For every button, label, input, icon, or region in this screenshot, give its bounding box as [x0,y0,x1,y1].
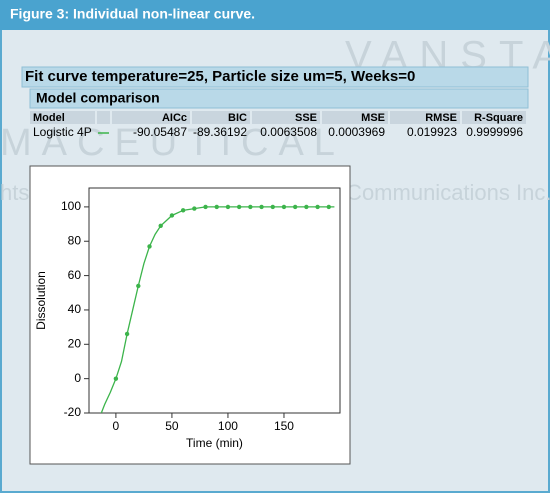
column-header: SSE [295,112,317,124]
column-header: AICc [162,112,187,124]
table: Model AICc BIC SSE MSE RMSE R-Square Logistic 4… [30,111,526,139]
x-axis-label: Time (min) [186,436,243,450]
y-tick-label: 100 [61,199,81,213]
figure-title: Figure 3: Individual non-linear curve. [10,6,255,22]
y-tick-label: -20 [64,405,82,419]
plot-marks [100,204,335,413]
x-tick-label: 50 [165,419,179,433]
table-cell: 0.019923 [407,125,457,139]
table-cell: -90.05487 [133,125,187,139]
plot-area [88,187,341,414]
column-header: Model [33,112,65,124]
section-title: Model comparison [36,90,160,106]
y-tick-label: 0 [74,371,81,385]
header-cell [192,111,250,124]
fit-title-bar [21,66,529,88]
header-cell [97,111,110,124]
table-cell: Logistic 4P [33,125,92,139]
y-axis-label: Dissolution [34,271,48,330]
header-cell [322,111,388,124]
watermark: MACEUTICAL [0,122,345,164]
section-bar [29,88,529,109]
y-tick-label: 80 [68,233,82,247]
header-cell [112,111,190,124]
column-header: MSE [361,112,385,124]
table-cell: 0.0003969 [328,125,385,139]
chart: -20 0 20 40 60 80 100 0 50 100 150 Time (min) Dissol… [34,187,341,450]
column-header: BIC [228,112,247,124]
y-tick-label: 60 [68,268,82,282]
y-tick-label: 40 [68,302,82,316]
table-cell: 0.0063508 [260,125,317,139]
table-cell: -89.36192 [193,125,247,139]
x-tick-label: 0 [113,419,120,433]
column-header: RMSE [425,112,457,124]
x-tick-label: 150 [274,419,294,433]
fit-curve [100,206,335,413]
header-cell [252,111,320,124]
header-bar [0,0,550,30]
header-cell [390,111,460,124]
table-cell: 0.9999996 [466,125,523,139]
header-cell [30,111,95,124]
y-tick-label: 20 [68,336,82,350]
header-cell [462,111,526,124]
column-header: R-Square [474,112,523,124]
x-tick-label: 100 [218,419,238,433]
fit-title: Fit curve temperature=25, Particle size … [25,68,415,85]
